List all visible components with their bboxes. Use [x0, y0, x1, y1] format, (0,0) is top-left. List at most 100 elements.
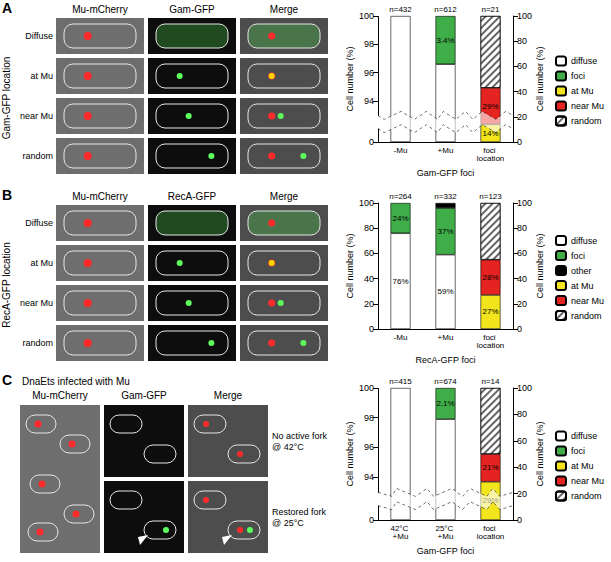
svg-text:40: 40	[517, 274, 527, 284]
svg-text:24%: 24%	[392, 214, 408, 223]
svg-text:other: other	[571, 266, 592, 276]
svg-text:at Mu: at Mu	[571, 86, 594, 96]
svg-text:location: location	[477, 154, 505, 163]
svg-text:random: random	[22, 338, 53, 348]
svg-text:100: 100	[517, 11, 532, 21]
svg-text:60: 60	[517, 248, 527, 258]
svg-text:RecA-GFP: RecA-GFP	[168, 191, 217, 202]
svg-text:80: 80	[364, 223, 374, 233]
svg-text:Mu-mCherry: Mu-mCherry	[32, 390, 88, 401]
svg-text:29%: 29%	[482, 102, 498, 111]
svg-text:diffuse: diffuse	[571, 236, 597, 246]
svg-text:diffuse: diffuse	[571, 56, 597, 66]
svg-text:40: 40	[364, 274, 374, 284]
svg-text:Merge: Merge	[270, 191, 299, 202]
svg-text:27%: 27%	[482, 307, 498, 316]
svg-text:Cell number (%): Cell number (%)	[345, 233, 355, 298]
svg-text:Gam-GFP foci: Gam-GFP foci	[417, 168, 474, 178]
svg-text:0: 0	[369, 324, 374, 334]
svg-text:20: 20	[517, 489, 527, 499]
svg-text:0: 0	[517, 324, 522, 334]
svg-text:random: random	[571, 491, 602, 501]
svg-text:+Mu: +Mu	[393, 532, 409, 541]
svg-text:Gam-GFP foci: Gam-GFP foci	[417, 546, 474, 556]
svg-text:Gam-GFP location: Gam-GFP location	[1, 57, 12, 140]
svg-text:at Mu: at Mu	[571, 281, 594, 291]
svg-text:60: 60	[517, 436, 527, 446]
svg-text:76%: 76%	[392, 277, 408, 286]
svg-text:location: location	[477, 532, 505, 541]
svg-text:Mu-mCherry: Mu-mCherry	[72, 4, 128, 15]
svg-text:100: 100	[359, 11, 374, 21]
svg-text:96: 96	[364, 442, 374, 452]
svg-text:+Mu: +Mu	[438, 333, 454, 342]
svg-text:59%: 59%	[437, 287, 453, 296]
svg-text:near Mu: near Mu	[571, 296, 604, 306]
svg-text:96: 96	[364, 68, 374, 78]
svg-text:n=332: n=332	[434, 192, 457, 201]
svg-text:37%: 37%	[437, 227, 453, 236]
svg-text:at Mu: at Mu	[30, 71, 53, 81]
svg-text:Cell number (%): Cell number (%)	[535, 421, 545, 486]
svg-text:n=432: n=432	[389, 5, 412, 14]
svg-text:80: 80	[517, 36, 527, 46]
svg-text:foci: foci	[571, 251, 585, 261]
svg-text:RecA-GFP location: RecA-GFP location	[1, 242, 12, 327]
svg-text:0: 0	[369, 137, 374, 147]
svg-text:98: 98	[364, 39, 374, 49]
svg-text:60: 60	[364, 248, 374, 258]
svg-text:Gam-GFP: Gam-GFP	[169, 4, 215, 15]
svg-text:A: A	[2, 0, 12, 16]
svg-text:@ 42°C: @ 42°C	[272, 442, 304, 452]
svg-text:Merge: Merge	[214, 390, 243, 401]
svg-text:-Mu: -Mu	[394, 146, 408, 155]
svg-text:Diffuse: Diffuse	[25, 218, 53, 228]
svg-text:diffuse: diffuse	[571, 431, 597, 441]
svg-text:n=123: n=123	[479, 192, 502, 201]
svg-text:at Mu: at Mu	[571, 461, 594, 471]
svg-text:near Mu: near Mu	[571, 101, 604, 111]
svg-text:80: 80	[517, 409, 527, 419]
svg-text:n=415: n=415	[389, 377, 412, 386]
svg-text:100: 100	[517, 198, 532, 208]
svg-text:20: 20	[364, 299, 374, 309]
svg-text:near Mu: near Mu	[20, 298, 53, 308]
svg-text:0: 0	[369, 515, 374, 525]
svg-text:98: 98	[364, 413, 374, 423]
svg-text:n=674: n=674	[434, 377, 457, 386]
svg-text:location: location	[477, 341, 505, 350]
svg-text:Cell number (%): Cell number (%)	[535, 46, 545, 111]
svg-text:21%: 21%	[482, 463, 498, 472]
svg-text:20: 20	[517, 299, 527, 309]
svg-text:Cell number (%): Cell number (%)	[345, 421, 355, 486]
svg-text:n=21: n=21	[481, 5, 500, 14]
svg-text:C: C	[2, 372, 12, 388]
svg-text:+Mu: +Mu	[438, 532, 454, 541]
svg-text:near Mu: near Mu	[20, 111, 53, 121]
svg-text:B: B	[2, 187, 12, 203]
svg-text:foci: foci	[571, 71, 585, 81]
svg-text:94: 94	[364, 472, 374, 482]
svg-text:0: 0	[517, 515, 522, 525]
svg-text:40: 40	[517, 87, 527, 97]
svg-text:Cell number (%): Cell number (%)	[345, 46, 355, 111]
svg-text:Gam-GFP: Gam-GFP	[121, 390, 167, 401]
svg-text:random: random	[571, 311, 602, 321]
svg-text:DnaEts infected with Mu: DnaEts infected with Mu	[22, 376, 130, 387]
svg-text:random: random	[22, 151, 53, 161]
svg-text:Diffuse: Diffuse	[25, 31, 53, 41]
svg-text:near Mu: near Mu	[571, 476, 604, 486]
svg-text:3.4%: 3.4%	[436, 36, 454, 45]
svg-text:40: 40	[517, 462, 527, 472]
svg-text:28%: 28%	[482, 273, 498, 282]
svg-text:100: 100	[359, 198, 374, 208]
svg-text:100: 100	[359, 383, 374, 393]
svg-text:n=14: n=14	[481, 377, 500, 386]
svg-text:-Mu: -Mu	[394, 333, 408, 342]
svg-text:n=612: n=612	[434, 5, 457, 14]
svg-text:0: 0	[517, 137, 522, 147]
svg-text:at Mu: at Mu	[30, 258, 53, 268]
svg-text:20: 20	[517, 112, 527, 122]
svg-text:+Mu: +Mu	[438, 146, 454, 155]
svg-text:n=264: n=264	[389, 192, 412, 201]
